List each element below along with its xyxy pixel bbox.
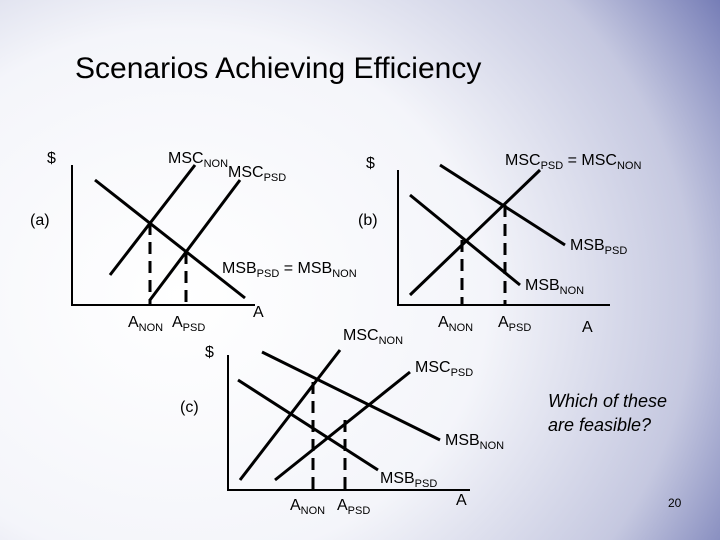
curve xyxy=(409,193,521,287)
label-text: A xyxy=(337,497,348,514)
subscript: PSD xyxy=(264,172,287,184)
y-axis-label: $ xyxy=(47,150,56,167)
label-text: MSB xyxy=(222,260,257,277)
question: Which of these xyxy=(548,391,667,411)
curve xyxy=(108,164,197,276)
label-text: A xyxy=(438,314,449,331)
curve xyxy=(148,179,242,301)
curve-label: MSBNON xyxy=(445,432,504,452)
axes xyxy=(71,165,255,306)
subscript: NON xyxy=(617,160,642,172)
y-axis-label: $ xyxy=(205,344,214,361)
curve-label: MSBPSD xyxy=(380,470,437,490)
curve xyxy=(408,168,542,297)
curve-label: MSBPSD xyxy=(570,237,627,257)
label-text: = MSC xyxy=(563,152,617,169)
curve-label: MSBNON xyxy=(525,277,584,297)
curve-label: MSCNON xyxy=(168,150,228,170)
label-text: MSC xyxy=(505,152,541,169)
x-axis-label: A xyxy=(456,492,467,509)
x-axis-label: APSD xyxy=(498,314,531,334)
y-axis-label: $ xyxy=(366,155,375,172)
subscript: PSD xyxy=(257,268,280,280)
label-text: MSC xyxy=(228,164,264,181)
curve xyxy=(274,370,411,482)
x-axis-label: ANON xyxy=(128,314,163,334)
x-axis-label: A xyxy=(582,319,593,336)
axes xyxy=(397,170,610,306)
label-text: A xyxy=(582,319,593,336)
x-axis-label: A xyxy=(253,304,264,321)
subscript: NON xyxy=(139,322,164,334)
label-text: MSC xyxy=(415,359,451,376)
x-axis-label: ANON xyxy=(290,497,325,517)
curve-label: MSCNON xyxy=(343,327,403,347)
panel-label: (c) xyxy=(180,399,199,416)
subscript: NON xyxy=(449,322,474,334)
label-text: A xyxy=(498,314,509,331)
axes xyxy=(227,355,470,491)
curve-label: MSBPSD = MSBNON xyxy=(222,260,357,280)
subscript: PSD xyxy=(183,322,206,334)
label-text: MSC xyxy=(168,150,204,167)
panel-label: (a) xyxy=(30,212,50,229)
question: are feasible? xyxy=(548,415,651,435)
subscript: NON xyxy=(301,505,326,517)
subscript: NON xyxy=(560,285,585,297)
label-text: A xyxy=(128,314,139,331)
curve xyxy=(439,163,566,247)
label-text: MSB xyxy=(445,432,480,449)
subscript: PSD xyxy=(348,505,371,517)
curve-label: MSCPSD xyxy=(415,359,473,379)
label-text: A xyxy=(172,314,183,331)
x-axis-label: APSD xyxy=(172,314,205,334)
x-axis-label: APSD xyxy=(337,497,370,517)
subscript: NON xyxy=(379,335,404,347)
subscript: NON xyxy=(204,158,229,170)
label-text: = MSB xyxy=(279,260,332,277)
curve xyxy=(94,178,246,300)
subscript: NON xyxy=(480,440,505,452)
label-text: MSB xyxy=(570,237,605,254)
curve-label: MSCPSD xyxy=(228,164,286,184)
label-text: MSB xyxy=(525,277,560,294)
curve-label: MSCPSD = MSCNON xyxy=(505,152,641,172)
subscript: PSD xyxy=(509,322,532,334)
panel-label: (b) xyxy=(358,212,378,229)
curve xyxy=(237,378,379,472)
subscript: PSD xyxy=(451,367,474,379)
subscript: PSD xyxy=(605,245,628,257)
label-text: MSC xyxy=(343,327,379,344)
subscript: NON xyxy=(332,268,357,280)
title: Scenarios Achieving Efficiency xyxy=(75,52,481,85)
subscript: PSD xyxy=(415,478,438,490)
curve xyxy=(261,350,441,442)
subscript: PSD xyxy=(541,160,564,172)
label-text: MSB xyxy=(380,470,415,487)
label-text: A xyxy=(456,492,467,509)
label-text: A xyxy=(253,304,264,321)
label-text: A xyxy=(290,497,301,514)
x-axis-label: ANON xyxy=(438,314,473,334)
page-number: 20 xyxy=(668,496,682,510)
